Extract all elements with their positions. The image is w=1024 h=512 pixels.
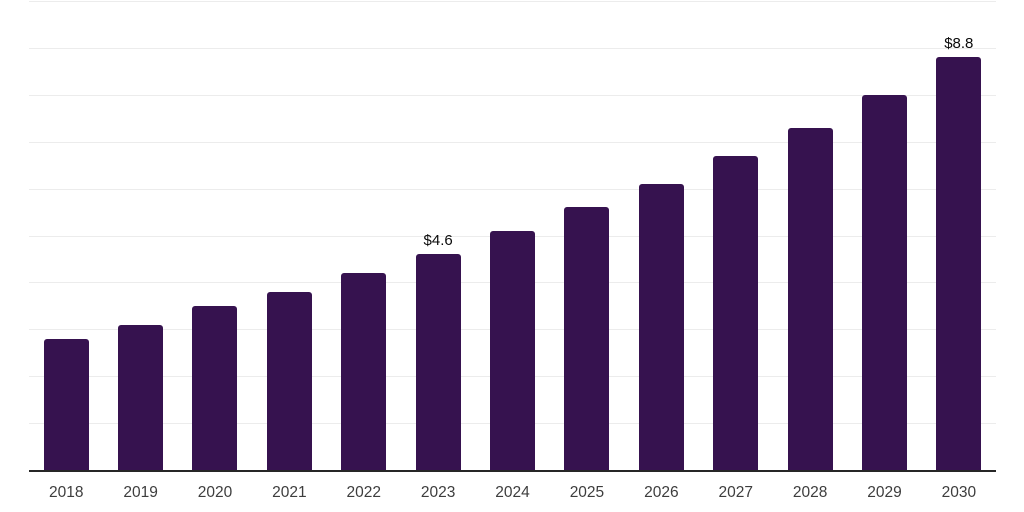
bar-2021 xyxy=(266,291,312,470)
bar-2020 xyxy=(192,305,238,470)
x-tick-2018: 2018 xyxy=(48,484,84,501)
bar-value-label-2023: $4.6 xyxy=(423,232,453,250)
x-tick-2030: 2030 xyxy=(941,484,977,501)
plot-area: $4.6 $8.8 xyxy=(29,1,996,472)
bar-2022 xyxy=(341,273,387,470)
x-tick-2026: 2026 xyxy=(644,484,679,501)
bar-2030 xyxy=(936,57,982,470)
bar-2025 xyxy=(564,207,610,470)
x-tick-2019: 2019 xyxy=(123,484,158,501)
x-tick-2027: 2027 xyxy=(718,484,753,501)
gridline-7 xyxy=(29,141,996,143)
bar-2018 xyxy=(43,338,89,470)
bar-2026 xyxy=(638,183,684,470)
x-tick-2024: 2024 xyxy=(495,484,530,501)
bar-2019 xyxy=(118,324,164,470)
x-tick-2028: 2028 xyxy=(792,484,828,501)
bar-2029 xyxy=(861,94,907,470)
gridline-10 xyxy=(29,1,996,2)
bar-2023 xyxy=(415,254,461,470)
x-tick-2029: 2029 xyxy=(867,484,902,501)
x-tick-2021: 2021 xyxy=(272,484,307,501)
x-tick-2023: 2023 xyxy=(420,484,456,501)
gridline-9 xyxy=(29,47,996,49)
bar-2024 xyxy=(490,230,535,470)
bar-value-label-2030: $8.8 xyxy=(944,35,974,53)
x-axis-labels: 2018 2019 2020 2021 2022 2023 2024 2025 2026 2027… xyxy=(29,484,996,502)
x-tick-2020: 2020 xyxy=(197,484,233,501)
x-tick-2022: 2022 xyxy=(346,484,381,501)
bar-2028 xyxy=(787,127,833,470)
x-tick-2025: 2025 xyxy=(569,484,605,501)
bar-2027 xyxy=(713,155,759,470)
gridline-8 xyxy=(29,94,996,96)
gridline-6 xyxy=(29,188,996,190)
